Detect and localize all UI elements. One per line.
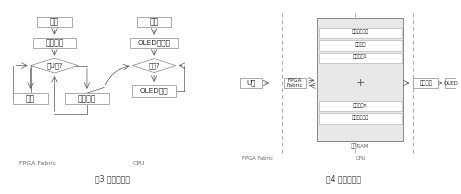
- FancyBboxPatch shape: [319, 53, 402, 63]
- FancyBboxPatch shape: [319, 113, 402, 124]
- Text: OLED: OLED: [443, 81, 458, 86]
- FancyBboxPatch shape: [414, 78, 438, 88]
- Text: CPU: CPU: [356, 156, 367, 161]
- FancyBboxPatch shape: [319, 101, 402, 111]
- Text: 开始代码标志: 开始代码标志: [352, 29, 369, 34]
- Text: 枚举过程: 枚举过程: [45, 38, 64, 47]
- Text: FPGA Fabric: FPGA Fabric: [18, 161, 56, 166]
- Text: CPU: CPU: [133, 161, 145, 166]
- FancyBboxPatch shape: [137, 17, 171, 27]
- Text: OLED刷新: OLED刷新: [140, 87, 168, 94]
- FancyBboxPatch shape: [240, 78, 262, 88]
- FancyBboxPatch shape: [318, 18, 403, 141]
- FancyBboxPatch shape: [33, 38, 76, 48]
- Polygon shape: [132, 59, 176, 73]
- Text: 收U盘?: 收U盘?: [46, 62, 63, 69]
- Text: FPGA Fabric: FPGA Fabric: [242, 156, 273, 161]
- Text: 传输结束标志: 传输结束标志: [352, 115, 369, 120]
- FancyBboxPatch shape: [132, 85, 176, 97]
- Text: +: +: [356, 78, 365, 88]
- Text: OLED初始化: OLED初始化: [138, 40, 171, 46]
- Text: 龟显存储: 龟显存储: [78, 94, 96, 103]
- Text: FPGA
Fabric: FPGA Fabric: [287, 78, 303, 88]
- FancyBboxPatch shape: [130, 38, 178, 48]
- Text: U盘: U盘: [246, 80, 255, 86]
- Text: 更新?: 更新?: [148, 62, 160, 69]
- Text: 开始: 开始: [50, 17, 59, 26]
- Text: 空闲: 空闲: [26, 94, 35, 103]
- Text: 扇区数据n: 扇区数据n: [353, 103, 368, 107]
- Text: 扇区数据1: 扇区数据1: [353, 54, 368, 59]
- FancyBboxPatch shape: [65, 93, 109, 104]
- FancyBboxPatch shape: [319, 28, 402, 38]
- FancyBboxPatch shape: [319, 40, 402, 51]
- Text: 图4 数据流向图: 图4 数据流向图: [326, 175, 361, 184]
- FancyBboxPatch shape: [13, 93, 48, 104]
- Text: 共享RAM: 共享RAM: [351, 143, 370, 149]
- FancyBboxPatch shape: [284, 78, 306, 88]
- FancyBboxPatch shape: [445, 78, 456, 88]
- FancyBboxPatch shape: [37, 17, 72, 27]
- Text: 图3 工作流程图: 图3 工作流程图: [95, 175, 130, 184]
- Polygon shape: [30, 58, 78, 73]
- Text: 扇区地址: 扇区地址: [355, 42, 366, 47]
- Text: 开始: 开始: [149, 17, 159, 26]
- Text: 文件系统: 文件系统: [420, 80, 432, 86]
